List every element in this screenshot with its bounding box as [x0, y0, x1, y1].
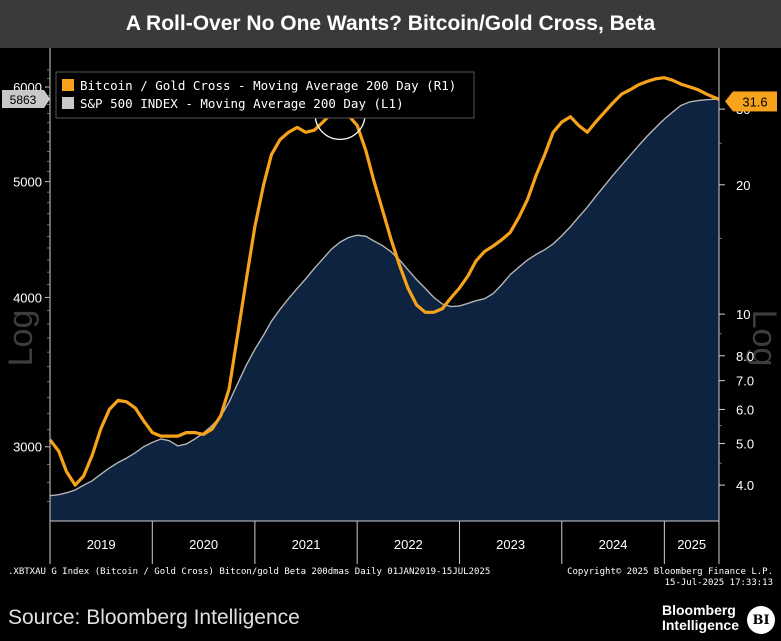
title-bar: A Roll-Over No One Wants? Bitcoin/Gold C… [0, 0, 781, 48]
x-tick-label: 2021 [292, 537, 321, 552]
x-tick-label: 2022 [394, 537, 423, 552]
legend-label: S&P 500 INDEX - Moving Average 200 Day (… [80, 96, 404, 111]
x-tick-label: 2024 [599, 537, 628, 552]
brand-logo: Bloomberg Intelligence [662, 603, 739, 633]
bi-badge-icon: BI [747, 606, 775, 634]
x-tick-label: 2025 [677, 537, 706, 552]
right-axis-log-watermark: Log [745, 310, 781, 367]
chart-title: A Roll-Over No One Wants? Bitcoin/Gold C… [125, 12, 656, 35]
legend-label: Bitcoin / Gold Cross - Moving Average 20… [80, 78, 456, 93]
right-tick-label: 7.0 [736, 374, 754, 389]
right-tick-label: 10 [736, 307, 750, 322]
legend-box [55, 71, 475, 119]
brand-line-1: Bloomberg [661, 602, 736, 618]
right-current-value-tag [733, 91, 777, 112]
left-current-value: 5863 [10, 93, 37, 107]
chart: Log Log 30004000500060004.05.06.07.08.010… [2, 48, 781, 564]
x-tick-label: 2019 [87, 537, 116, 552]
left-tick-label: 4000 [13, 290, 42, 305]
left-tick-label: 3000 [13, 440, 42, 455]
sp500-area [50, 99, 719, 521]
x-tick-label: 2020 [189, 537, 218, 552]
copyright: Copyright© 2025 Bloomberg Finance L.P. [567, 567, 773, 577]
timestamp: 15-Jul-2025 17:33:13 [664, 578, 773, 588]
right-tick-label: 20 [736, 178, 750, 193]
right-current-value-tag-arrow [725, 91, 733, 112]
right-tick-label: 6.0 [736, 402, 754, 417]
copyright-block: Copyright© 2025 Bloomberg Finance L.P. 1… [567, 567, 773, 589]
source-label: Source: Bloomberg Intelligence [8, 606, 300, 629]
right-tick-label: 8.0 [736, 349, 754, 364]
legend-swatch [62, 97, 74, 109]
brand-line-2: Intelligence [661, 617, 739, 633]
left-axis-log-watermark: Log [2, 310, 40, 367]
left-current-value-tag [2, 90, 44, 109]
bitcoin-gold-line [48, 76, 720, 487]
index-note: .XBTXAU G Index (Bitcoin / Gold Cross) B… [8, 567, 491, 577]
right-current-value: 31.6 [742, 94, 767, 109]
x-tick-label: 2023 [496, 537, 525, 552]
sp500-line [49, 98, 720, 497]
legend-swatch [62, 79, 74, 91]
right-tick-label: 4.0 [736, 478, 754, 493]
left-current-value-tag-arrow [44, 90, 50, 109]
left-tick-label: 5000 [13, 175, 42, 190]
right-tick-label: 5.0 [736, 436, 754, 451]
